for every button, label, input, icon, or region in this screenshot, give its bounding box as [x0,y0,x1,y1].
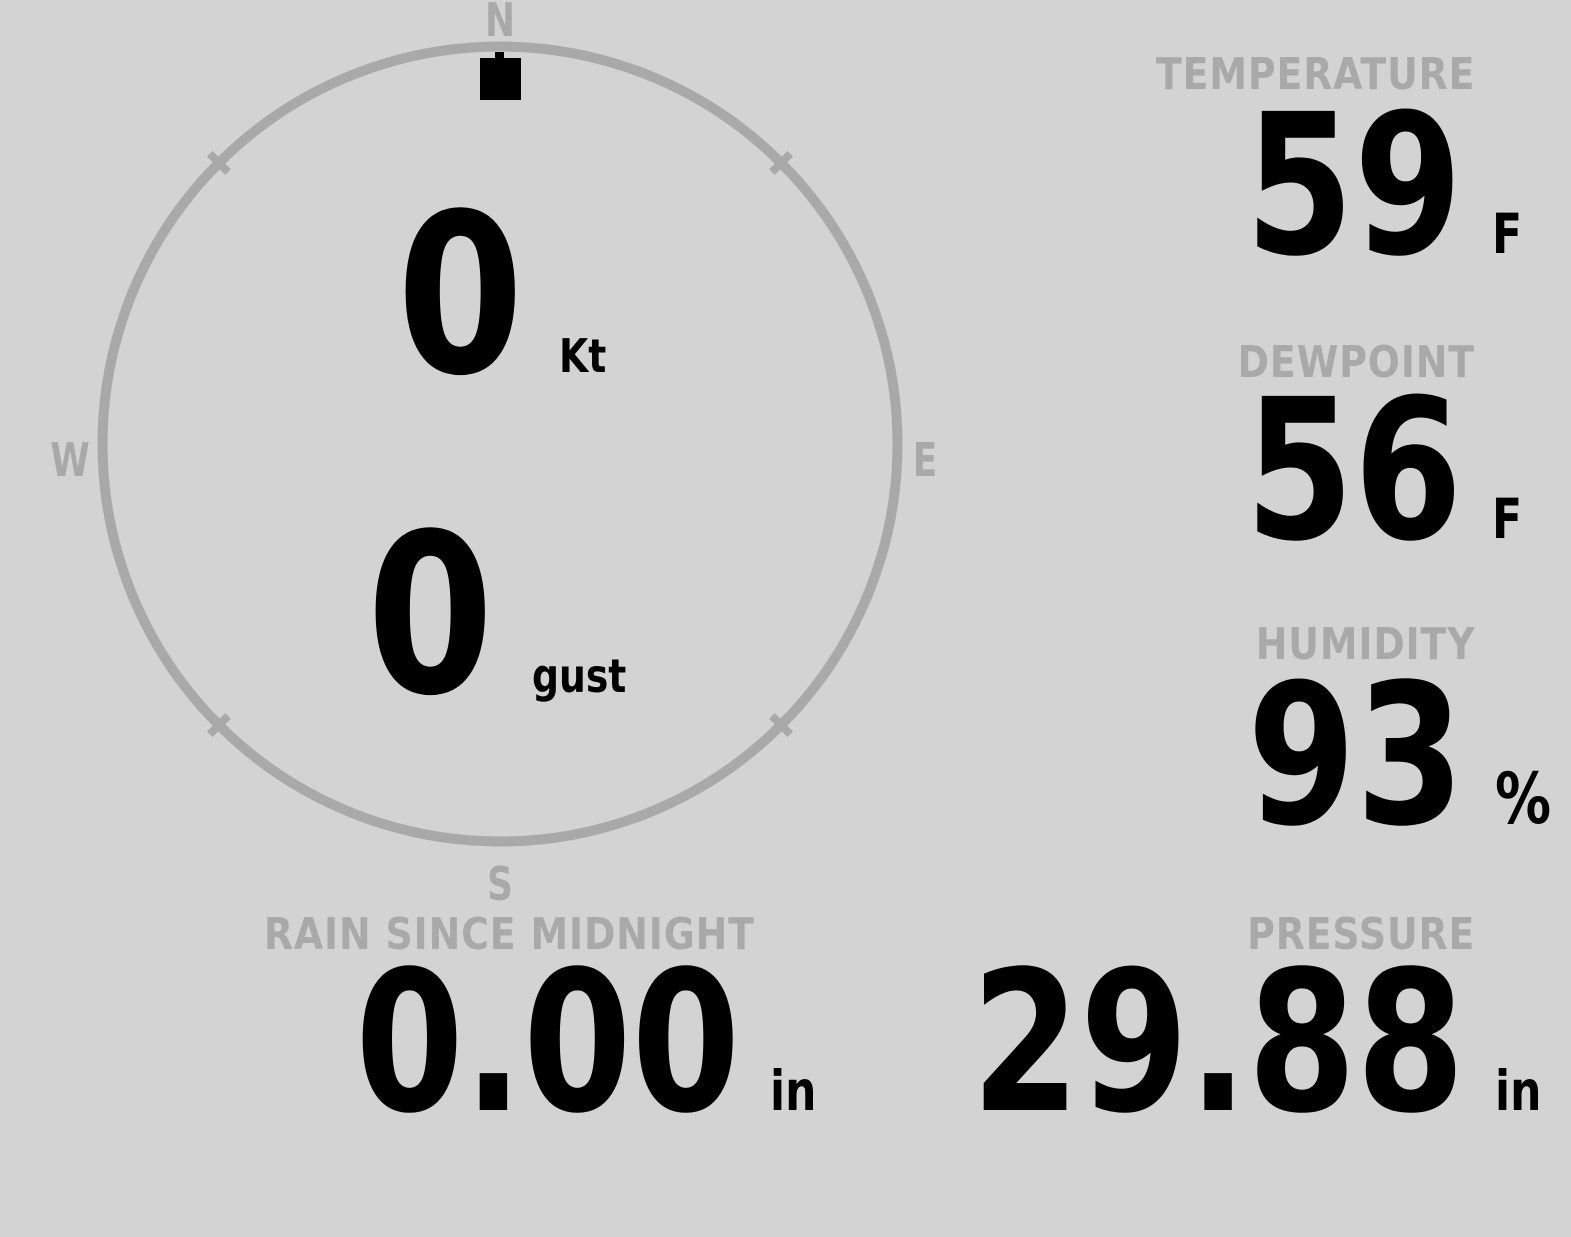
wind-speed-unit: Kt [559,329,607,383]
dewpoint-label: DEWPOINT [1237,337,1475,388]
wind-gust-unit: gust [531,649,627,703]
pressure-row: 29.88 in [848,945,1553,1140]
humidity-row: 93 % [1193,658,1565,853]
compass-ring [97,41,903,847]
temperature-row: 59 F [1191,88,1530,283]
dewpoint-row: 56 F [1191,373,1530,568]
dewpoint-unit: F [1492,487,1523,551]
pressure-label: PRESSURE [1246,909,1475,960]
temperature-value: 59 [1245,72,1463,299]
wind-compass: N S W E 0 Kt 0 gust [0,0,1000,907]
temperature-unit: F [1492,202,1523,266]
compass-intercardinal-ticks [206,150,794,738]
wind-speed-row: 0 Kt [0,185,1000,407]
compass-label-south: S [487,857,513,911]
pressure-unit: in [1494,1059,1542,1123]
rain-since-midnight-label: RAIN SINCE MIDNIGHT [264,909,755,960]
wind-gust-row: 0 gust [0,505,1000,727]
compass-label-west: W [50,433,90,487]
dewpoint-value: 56 [1245,357,1463,584]
rain-since-midnight-unit: in [769,1059,817,1123]
wind-direction-marker-icon [480,52,521,100]
humidity-unit: % [1494,758,1551,840]
wind-gust-value: 0 [367,487,494,745]
rain-since-midnight-row: 0.00 in [259,945,828,1140]
compass-label-north: N [484,0,516,47]
pressure-value: 29.88 [971,929,1465,1156]
compass-circle [97,41,903,847]
rain-since-midnight-value: 0.00 [355,929,740,1156]
humidity-value: 93 [1247,642,1465,869]
temperature-label: TEMPERATURE [1155,49,1475,100]
wind-direction-marker-tip [495,52,504,58]
humidity-label: HUMIDITY [1255,619,1475,670]
wind-speed-value: 0 [396,167,524,425]
compass-label-east: E [912,433,938,487]
